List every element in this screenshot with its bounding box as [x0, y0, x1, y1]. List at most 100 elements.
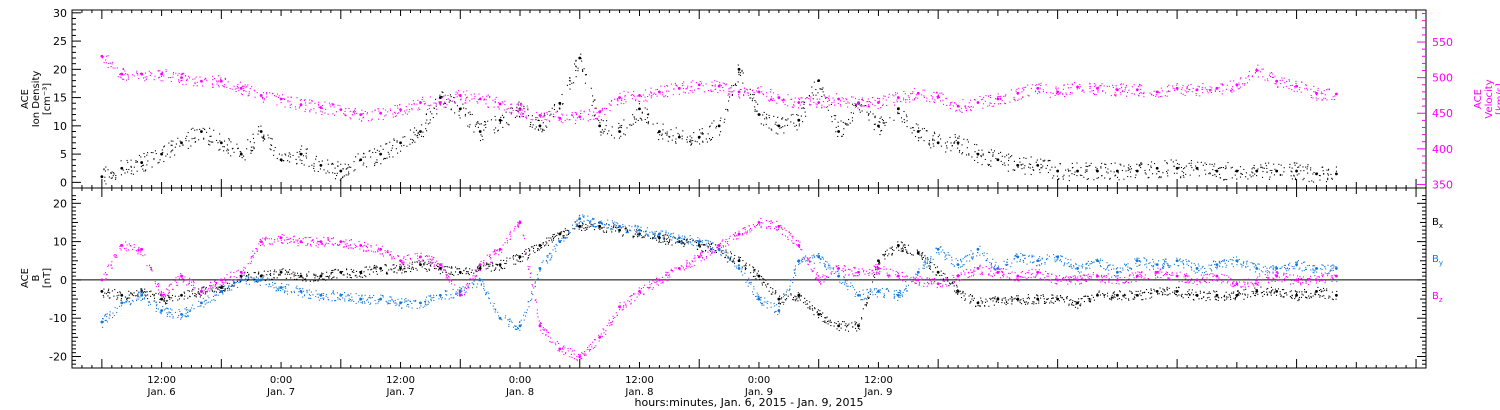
velocity-series-sample [310, 102, 312, 104]
velocity-series-sample [569, 119, 571, 121]
bx-series-sample [963, 295, 965, 297]
velocity-series-sample [663, 95, 665, 97]
velocity-series-sample [168, 77, 170, 79]
density-series-sample [1150, 165, 1152, 167]
density-series-point [837, 130, 841, 133]
velocity-series-sample [344, 113, 346, 115]
bx-series-sample [188, 290, 191, 292]
density-series-sample [417, 131, 419, 133]
bx-series-sample [891, 249, 894, 251]
velocity-series-sample [1057, 87, 1059, 89]
bx-series-sample [467, 271, 469, 273]
density-series-sample [585, 74, 587, 76]
bx-series-sample [809, 307, 811, 309]
velocity-series-sample [443, 95, 445, 97]
velocity-series-sample [601, 110, 603, 112]
velocity-series-sample [1017, 99, 1019, 101]
bx-series-sample [546, 242, 548, 244]
density-series-sample [157, 162, 159, 164]
bx-series-sample [500, 267, 502, 269]
bx-series-sample [683, 245, 685, 247]
density-series-sample [1110, 170, 1112, 172]
bx-series-sample [1004, 297, 1007, 299]
density-series-sample [677, 132, 679, 135]
bx-series-sample [326, 271, 328, 273]
velocity-series-sample [907, 95, 909, 97]
velocity-series-sample [1187, 91, 1189, 93]
density-series-sample [520, 102, 522, 104]
density-series-sample [796, 129, 798, 131]
bx-series-sample [436, 264, 438, 266]
density-series-sample [911, 132, 913, 134]
velocity-series-sample [647, 95, 649, 98]
density-series-sample [1327, 174, 1329, 176]
velocity-series-sample [673, 88, 675, 90]
density-series-sample [921, 128, 923, 130]
velocity-series-sample [745, 88, 748, 90]
density-series-sample [851, 120, 854, 122]
velocity-series-sample [112, 67, 114, 69]
velocity-series-sample [119, 73, 122, 75]
density-series-sample [1009, 156, 1012, 158]
velocity-series-sample [1232, 86, 1234, 88]
velocity-series-sample [691, 90, 693, 92]
velocity-series-sample [1074, 82, 1076, 84]
bx-series-sample [552, 234, 554, 236]
density-series-sample [905, 114, 907, 116]
bx-series-sample [529, 253, 531, 255]
velocity-series-sample [566, 114, 568, 116]
velocity-series-sample [526, 105, 528, 107]
bx-series-sample [293, 275, 295, 277]
velocity-series-sample [1245, 77, 1247, 79]
density-series-sample [1269, 176, 1271, 178]
time-tick-label: 0:00 [270, 375, 292, 386]
density-series-sample [1188, 162, 1190, 164]
bx-series-sample [373, 264, 375, 267]
bx-series-sample [681, 243, 683, 245]
density-series-sample [648, 113, 650, 115]
density-series-sample [1129, 171, 1131, 173]
velocity-series-sample [1262, 76, 1264, 78]
bx-series-sample [165, 303, 167, 305]
density-series-sample [281, 154, 283, 156]
density-series-sample [142, 164, 145, 166]
velocity-series-sample [256, 92, 258, 94]
density-series-sample [620, 126, 622, 129]
density-series-sample [910, 127, 912, 129]
density-series-sample [217, 142, 219, 144]
velocity-series-sample [127, 76, 129, 78]
velocity-series-sample [1169, 90, 1171, 92]
velocity-series-sample [1063, 84, 1065, 86]
velocity-series-sample [839, 100, 842, 102]
velocity-series-sample [1320, 91, 1322, 93]
density-series-sample [241, 154, 243, 156]
velocity-series-sample [1103, 85, 1105, 87]
velocity-series-sample [893, 95, 895, 97]
density-tick-label: 0 [60, 176, 67, 189]
velocity-series-sample [587, 113, 589, 115]
velocity-series-sample [1208, 89, 1210, 91]
velocity-series-sample [333, 106, 335, 108]
density-series-sample [1260, 166, 1262, 168]
velocity-series-sample [1261, 68, 1263, 70]
velocity-series-sample [1069, 93, 1071, 95]
density-series-sample [914, 135, 917, 138]
density-series-sample [1190, 162, 1192, 164]
density-series-sample [223, 146, 225, 148]
bx-series-sample [1011, 299, 1014, 301]
bx-series-sample [306, 273, 308, 275]
density-series-sample [1114, 162, 1116, 164]
bx-series-sample [753, 269, 755, 271]
velocity-series-sample [934, 99, 936, 101]
density-series-sample [514, 116, 516, 118]
bx-series-sample [1083, 301, 1086, 303]
velocity-series-sample [243, 85, 245, 87]
bx-series-sample [790, 293, 792, 295]
bx-series-sample [248, 274, 250, 276]
bx-series-sample [1113, 292, 1115, 294]
density-series-sample [1045, 167, 1047, 169]
density-series-sample [575, 60, 577, 62]
bx-series-sample [593, 229, 596, 231]
bx-series-sample [1089, 301, 1091, 303]
bx-series-sample [962, 290, 964, 292]
